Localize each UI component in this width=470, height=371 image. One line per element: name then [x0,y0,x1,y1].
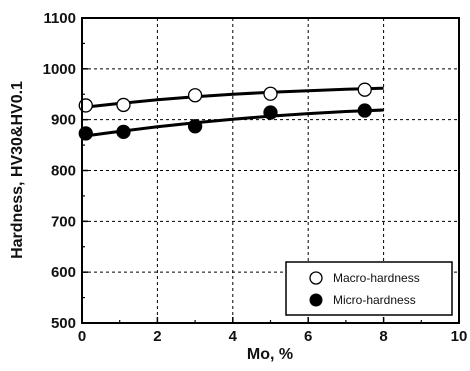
data-point-macro-hardness [116,97,131,113]
y-axis-label: Hardness, HV30&HV0.1 [9,81,26,259]
legend-label-macro: Macro-hardness [333,271,420,285]
fit-curve-micro-hardness [81,108,384,138]
y-tick-label: 1000 [43,61,76,78]
x-tick-label: 6 [304,328,312,345]
y-tick-label: 700 [51,213,76,230]
legend: Macro-hardness Micro-hardness [285,261,453,316]
legend-box [285,261,453,316]
x-tick-label: 4 [229,328,238,345]
fit-curve-macro-hardness [81,86,384,109]
y-tick-label: 500 [51,315,76,332]
data-point-macro-hardness [187,88,203,103]
data-points [78,82,372,141]
tick-marks [81,17,460,324]
y-tick-label: 600 [51,264,76,281]
data-point-macro-hardness [357,82,372,97]
data-point-micro-hardness [187,119,203,134]
x-tick-label: 10 [451,328,468,345]
grid-lines [82,18,459,323]
y-tick-label: 1100 [43,10,76,27]
data-point-micro-hardness [263,105,278,120]
legend-marker-micro [309,293,323,307]
x-tick-label: 0 [78,328,86,345]
x-tick-label: 2 [153,328,161,345]
x-tick-label: 8 [379,328,387,345]
legend-label-micro: Micro-hardness [333,293,416,307]
legend-marker-macro [309,271,323,285]
data-point-micro-hardness [357,103,372,118]
y-tick-label: 800 [51,163,76,180]
fit-curves [81,86,384,138]
y-tick-labels: 500 600 700 800 900 1000 1100 [43,10,76,332]
x-tick-labels: 0 2 4 6 8 10 [78,328,468,345]
y-tick-label: 900 [51,112,76,129]
x-axis-label: Mo, % [247,346,293,363]
data-point-micro-hardness [116,124,131,140]
data-point-macro-hardness [263,86,278,101]
